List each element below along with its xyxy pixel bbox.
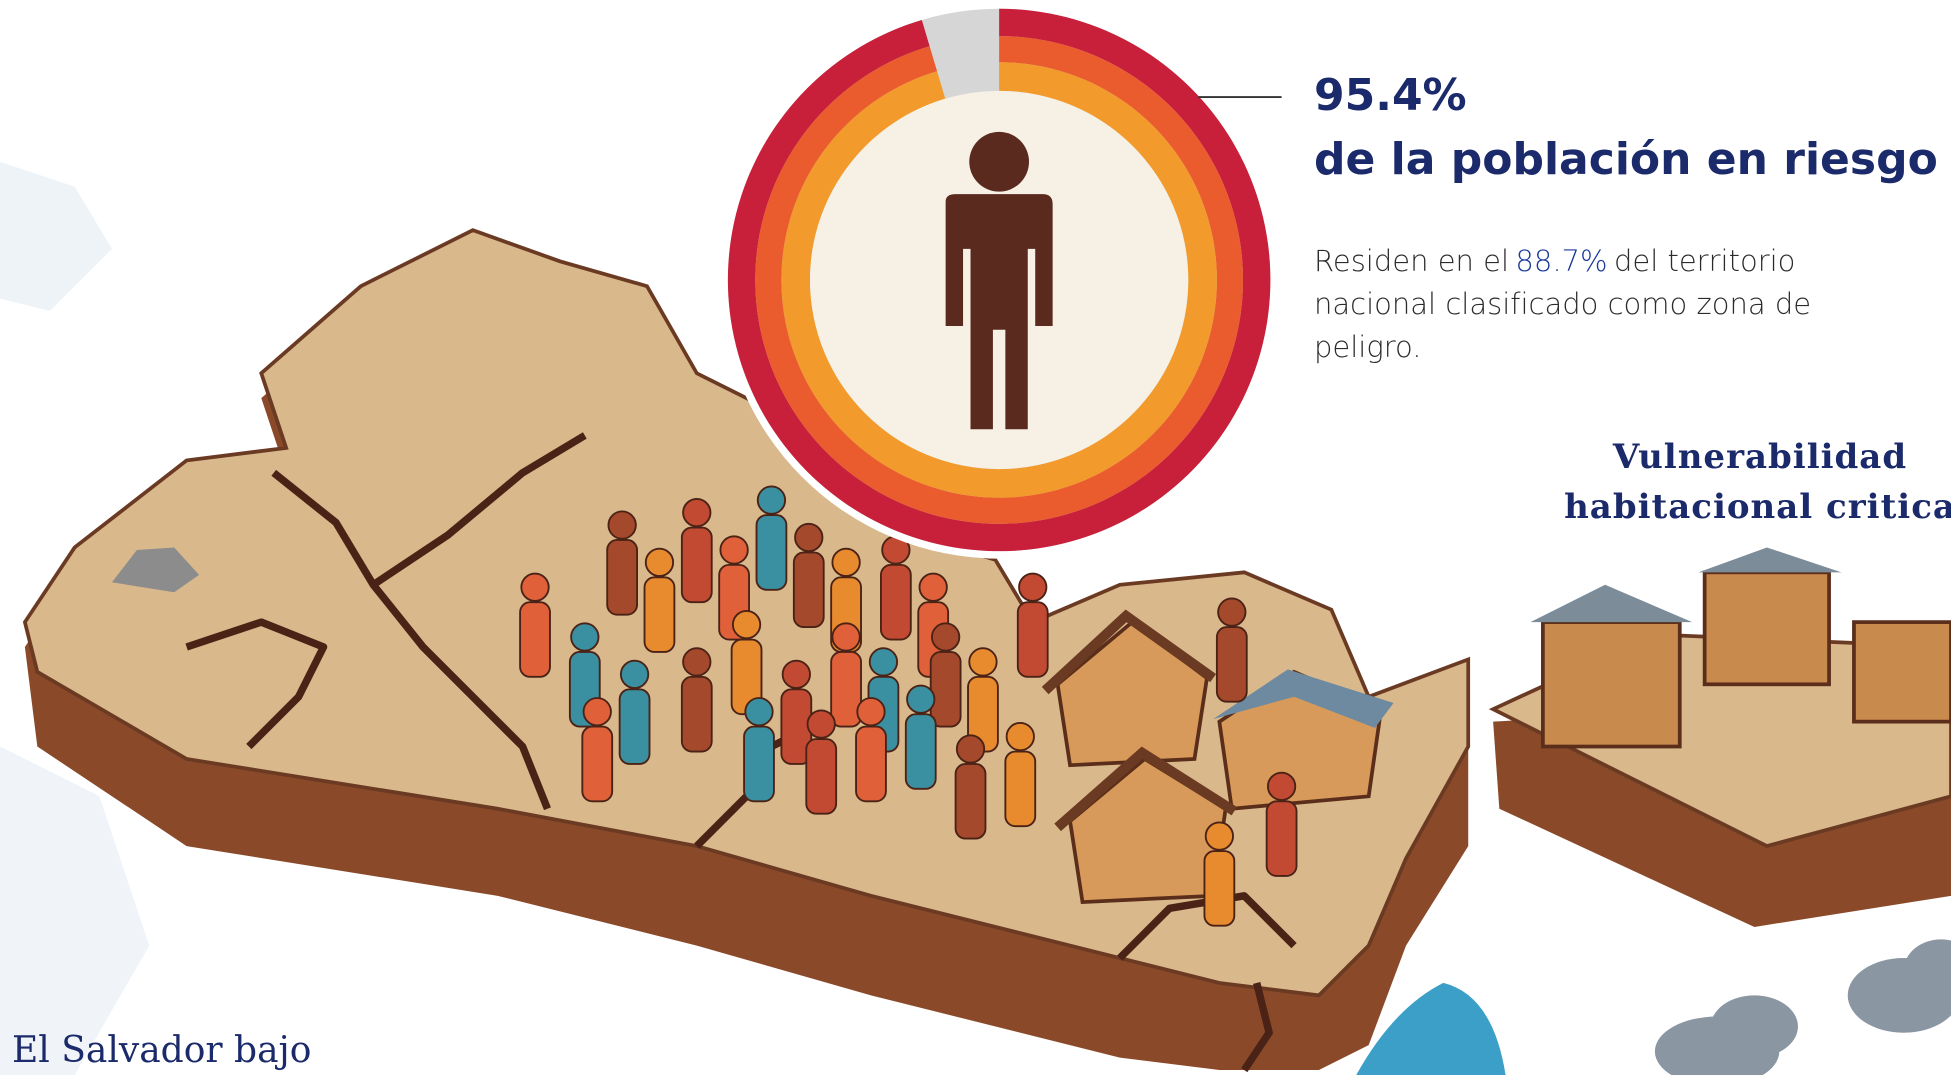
person-body xyxy=(904,713,937,790)
person-body xyxy=(855,725,887,803)
house xyxy=(1055,619,1209,768)
person-body xyxy=(680,526,713,604)
person-body xyxy=(743,725,775,803)
person-head xyxy=(918,572,948,602)
person-head xyxy=(682,647,712,677)
section-title: Vulnerabilidad habitacional critica xyxy=(1564,437,1951,527)
water xyxy=(1356,982,1506,1075)
person-body xyxy=(643,576,676,653)
person-body xyxy=(1016,601,1049,678)
person-head xyxy=(906,684,936,714)
stat-value: 95.4% xyxy=(1314,70,1467,121)
person-body xyxy=(830,651,862,728)
cloud xyxy=(1710,995,1798,1058)
house-roof xyxy=(1213,669,1394,728)
clouds xyxy=(1654,939,1951,1075)
person-icon xyxy=(945,131,1053,430)
bg-shape xyxy=(0,746,150,1075)
person-body xyxy=(519,601,551,678)
person-head xyxy=(1018,572,1048,602)
person-body xyxy=(954,763,987,840)
person-body xyxy=(618,688,651,765)
description-text: Residen en el xyxy=(1314,244,1510,278)
person-head xyxy=(731,609,762,640)
shack xyxy=(1852,620,1951,724)
shack xyxy=(1702,570,1831,687)
person-head xyxy=(607,510,637,540)
description-text: del territorio nacional clasificado como… xyxy=(1314,244,1812,364)
shack-roof xyxy=(1698,547,1842,573)
person-head xyxy=(1266,771,1297,801)
description-highlight: 88.7% xyxy=(1515,244,1608,278)
shack-roof xyxy=(1530,584,1693,623)
person-body xyxy=(1004,750,1037,828)
person-body xyxy=(1203,850,1236,927)
person-head xyxy=(1217,597,1247,627)
person-head xyxy=(582,697,612,727)
person-head xyxy=(969,131,1030,192)
people xyxy=(519,485,1298,927)
person-head xyxy=(931,622,961,652)
footer-title: El Salvador bajo xyxy=(12,1030,312,1071)
person-head xyxy=(868,647,899,677)
person-body xyxy=(1265,800,1298,877)
headline: de la población en riesgo xyxy=(1314,134,1938,185)
person-head xyxy=(831,547,861,578)
person-head xyxy=(955,734,986,764)
person-head xyxy=(520,572,550,602)
person-body xyxy=(755,514,788,591)
house-roof xyxy=(1054,746,1237,832)
bg-shape xyxy=(0,161,112,312)
person-head xyxy=(756,485,787,515)
house-roof xyxy=(1041,609,1217,695)
description: Residen en el 88.7% del territorio naciona… xyxy=(1314,240,1874,369)
person-body xyxy=(1215,626,1248,703)
person-body xyxy=(929,651,962,728)
person-head xyxy=(968,647,998,677)
person-head xyxy=(719,535,749,565)
person-head xyxy=(644,547,675,578)
person-body xyxy=(805,738,838,815)
person-head xyxy=(794,522,824,553)
rock xyxy=(111,547,200,593)
person-head xyxy=(619,659,650,689)
person-head xyxy=(570,622,600,652)
person-body xyxy=(680,675,713,753)
person-head xyxy=(781,659,811,689)
person-head xyxy=(1204,821,1234,851)
person-head xyxy=(1005,721,1035,752)
person-head xyxy=(682,497,712,528)
person-body xyxy=(880,563,912,641)
person-head xyxy=(856,697,886,727)
person-body xyxy=(945,194,1053,430)
person-head xyxy=(806,709,836,739)
shack xyxy=(1541,620,1682,749)
person-head xyxy=(831,622,861,652)
person-head xyxy=(744,697,774,727)
person-body xyxy=(606,539,638,616)
cloud xyxy=(1903,939,1951,1002)
person-body xyxy=(581,725,614,803)
person-body xyxy=(792,551,825,629)
